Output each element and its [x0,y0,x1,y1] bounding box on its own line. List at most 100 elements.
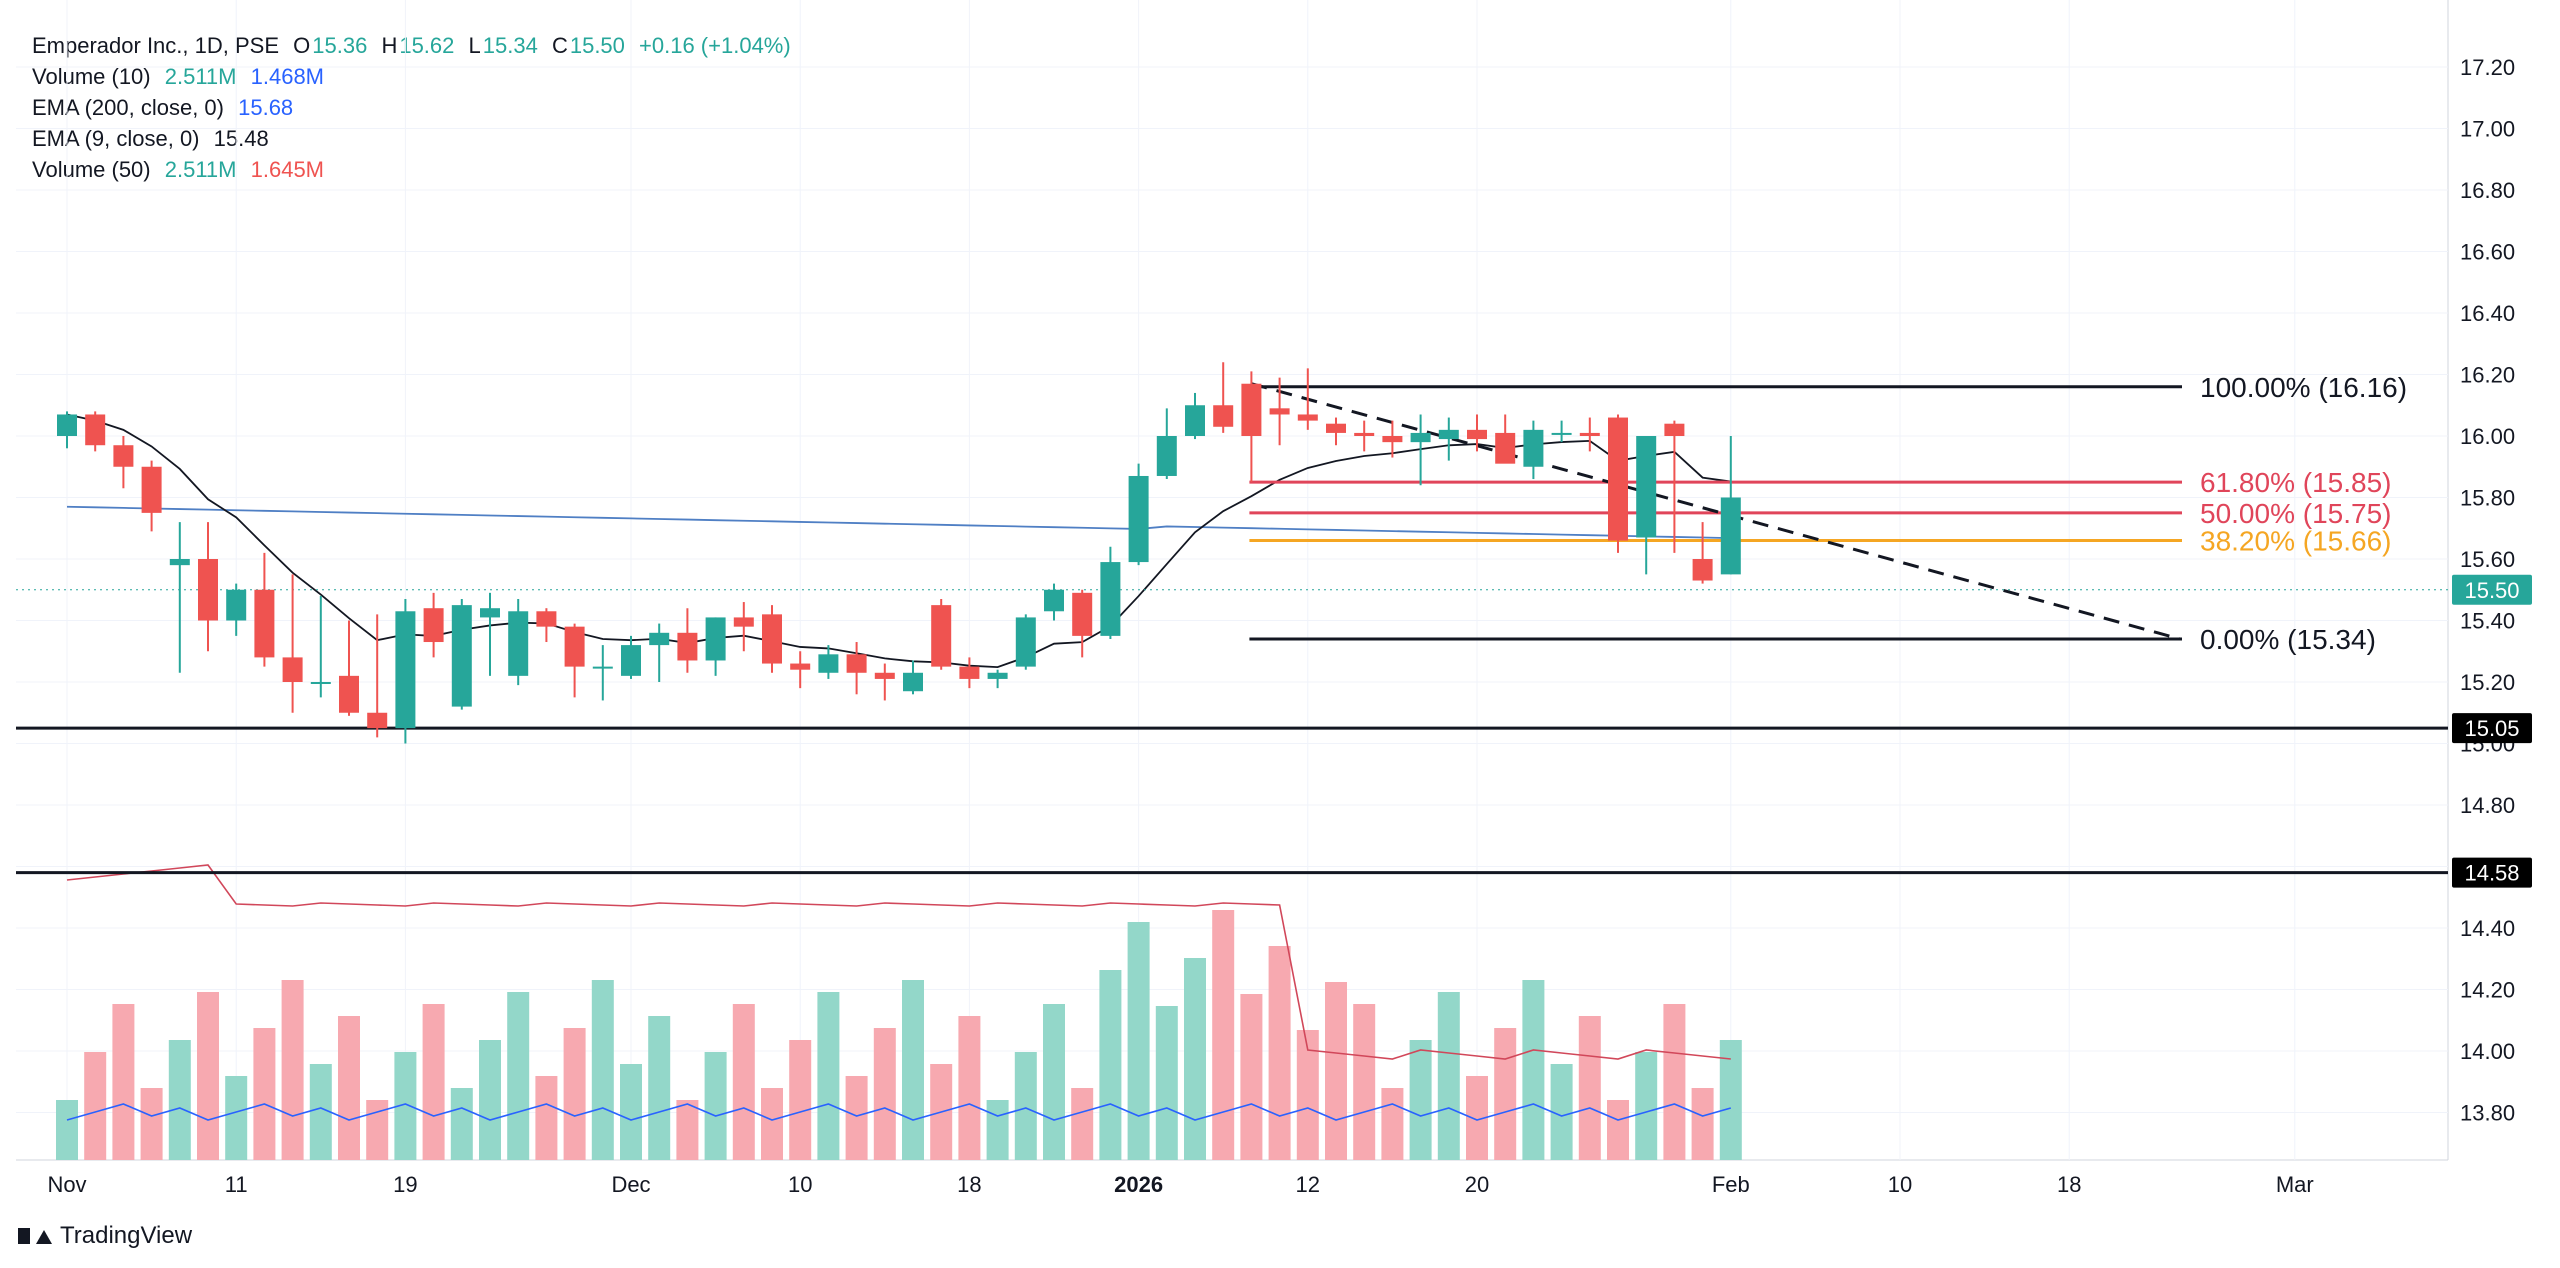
fib-50-label: 50.00% (15.75) [2200,498,2391,529]
legend-l-label: L [468,33,481,58]
candle-body [141,466,162,513]
legend-low: 15.34 [482,33,538,58]
legend-ema200-label: EMA (200, close, 0) [32,95,224,120]
volume-bar [1466,1076,1488,1160]
candle-body [1720,497,1741,575]
volume10-ma-line [66,1103,1732,1121]
volume-bar [281,980,304,1160]
fib-382-label: 38.20% (15.66) [2200,526,2391,557]
volume-bar [563,1028,586,1160]
volume-bar [1099,970,1122,1160]
candle-body [1269,408,1290,415]
x-tick-label: 10 [788,1172,812,1197]
volume-bar [1353,1004,1376,1160]
candle-body [339,675,359,713]
candle-body [903,672,923,692]
volume-bar [450,1088,473,1160]
volume-bar [112,1004,135,1160]
volume-bar [56,1100,78,1160]
legend-vol10-a: 2.511M [164,64,237,89]
legend-h-label: H [381,33,398,58]
volume-bar [1381,1088,1404,1160]
volume-bar [507,992,530,1160]
y-tick-label: 16.60 [2460,240,2515,265]
candle-body [1015,617,1036,667]
volume-bar [1127,922,1150,1160]
legend-ema200-row: EMA (200, close, 0) 15.68 [32,92,799,123]
candle-body [169,559,190,566]
volume-bar [1268,946,1291,1160]
legend-ema9-value: 15.48 [213,126,269,151]
candle-body [733,617,754,627]
tradingview-logo-icon [18,1226,52,1246]
candle-body [592,666,613,669]
y-tick-label: 13.80 [2460,1101,2515,1126]
candle-body [1664,423,1685,436]
candle-body [1636,436,1657,538]
ema200-line [66,505,1731,540]
candle-body [874,672,895,679]
candle-body [451,605,472,707]
y-tick-label: 15.60 [2460,547,2515,572]
volume-bar [591,980,614,1160]
candle-body [1128,475,1149,563]
y-tick-label: 15.80 [2460,486,2515,511]
volume-bar [1296,1030,1319,1160]
y-tick-label: 14.40 [2460,916,2515,941]
candle-body [1072,592,1093,636]
x-tick-label: 18 [2057,1172,2081,1197]
volume-bar [1071,1088,1094,1160]
candle-body [508,611,529,676]
volume-bar [1719,1040,1742,1160]
candle-body [1156,436,1177,476]
y-tick-label: 17.20 [2460,55,2515,80]
volume-bar [1043,1004,1065,1160]
volume-bar [958,1016,981,1160]
last-price-badge-bg [2452,574,2532,605]
legend-ema9-label: EMA (9, close, 0) [32,126,200,151]
candle-body [987,672,1008,679]
legend-vol50-b: 1.645M [250,157,325,182]
volume-bar [309,1064,332,1160]
candle-body [226,589,247,621]
x-tick-label: Dec [611,1172,650,1197]
support-badge-1458-bg [2452,857,2532,888]
volume-bar [422,1004,445,1160]
last-price-badge-label: 15.50 [2464,578,2519,603]
candle-body [818,654,839,673]
volume-bar [535,1076,558,1160]
tradingview-brand: TradingView [18,1222,192,1250]
candle-body [1326,423,1346,433]
support-badge-1505-label: 15.05 [2464,716,2519,741]
volume-bar [1212,910,1235,1160]
volume-bar [1522,980,1545,1160]
y-tick-label: 16.00 [2460,424,2515,449]
candle-body [395,611,416,729]
legend-open: 15.36 [312,33,368,58]
volume-bar [253,1028,276,1160]
x-tick-label: 20 [1465,1172,1489,1197]
volume-bar [394,1052,417,1160]
candle-body [310,682,331,684]
candle-body [1382,436,1403,443]
legend-vol10-label: Volume (10) [32,64,151,89]
volume-bar [225,1076,248,1160]
volume-bar [902,980,924,1160]
x-tick-label: 2026 [1114,1172,1163,1197]
candle-body [85,414,106,446]
legend-vol50-a: 2.511M [164,157,237,182]
volume-bar [1155,1006,1178,1160]
x-tick-label: Nov [47,1172,86,1197]
y-tick-label: 16.80 [2460,178,2515,203]
volume-bar [140,1088,163,1160]
candle-body [367,712,388,729]
fib-0-label: 0.00% (15.34) [2200,624,2376,655]
candle-body [480,608,500,618]
candle-body [1467,429,1487,440]
legend-title: Emperador Inc., 1D, PSE [32,33,279,58]
candle-body [1438,429,1459,440]
volume-bar [1184,958,1206,1160]
candle-body [1495,432,1516,464]
volume-bar [1240,994,1263,1160]
